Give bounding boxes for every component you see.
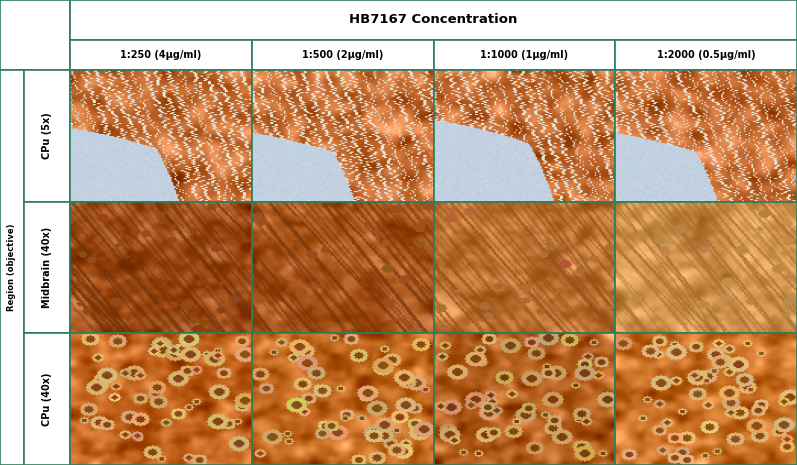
Text: HB7167 Concentration: HB7167 Concentration [349,13,518,26]
Text: 1:2000 (0.5μg/ml): 1:2000 (0.5μg/ml) [657,50,756,60]
Text: CPu (40x): CPu (40x) [42,372,52,426]
Text: CPu (5x): CPu (5x) [42,112,52,159]
Text: Region (objective): Region (objective) [7,224,17,311]
Text: 1:250 (4μg/ml): 1:250 (4μg/ml) [120,50,202,60]
Text: Midbrain (40x): Midbrain (40x) [42,227,52,308]
Text: 1:1000 (1μg/ml): 1:1000 (1μg/ml) [481,50,568,60]
Text: 1:500 (2μg/ml): 1:500 (2μg/ml) [302,50,383,60]
